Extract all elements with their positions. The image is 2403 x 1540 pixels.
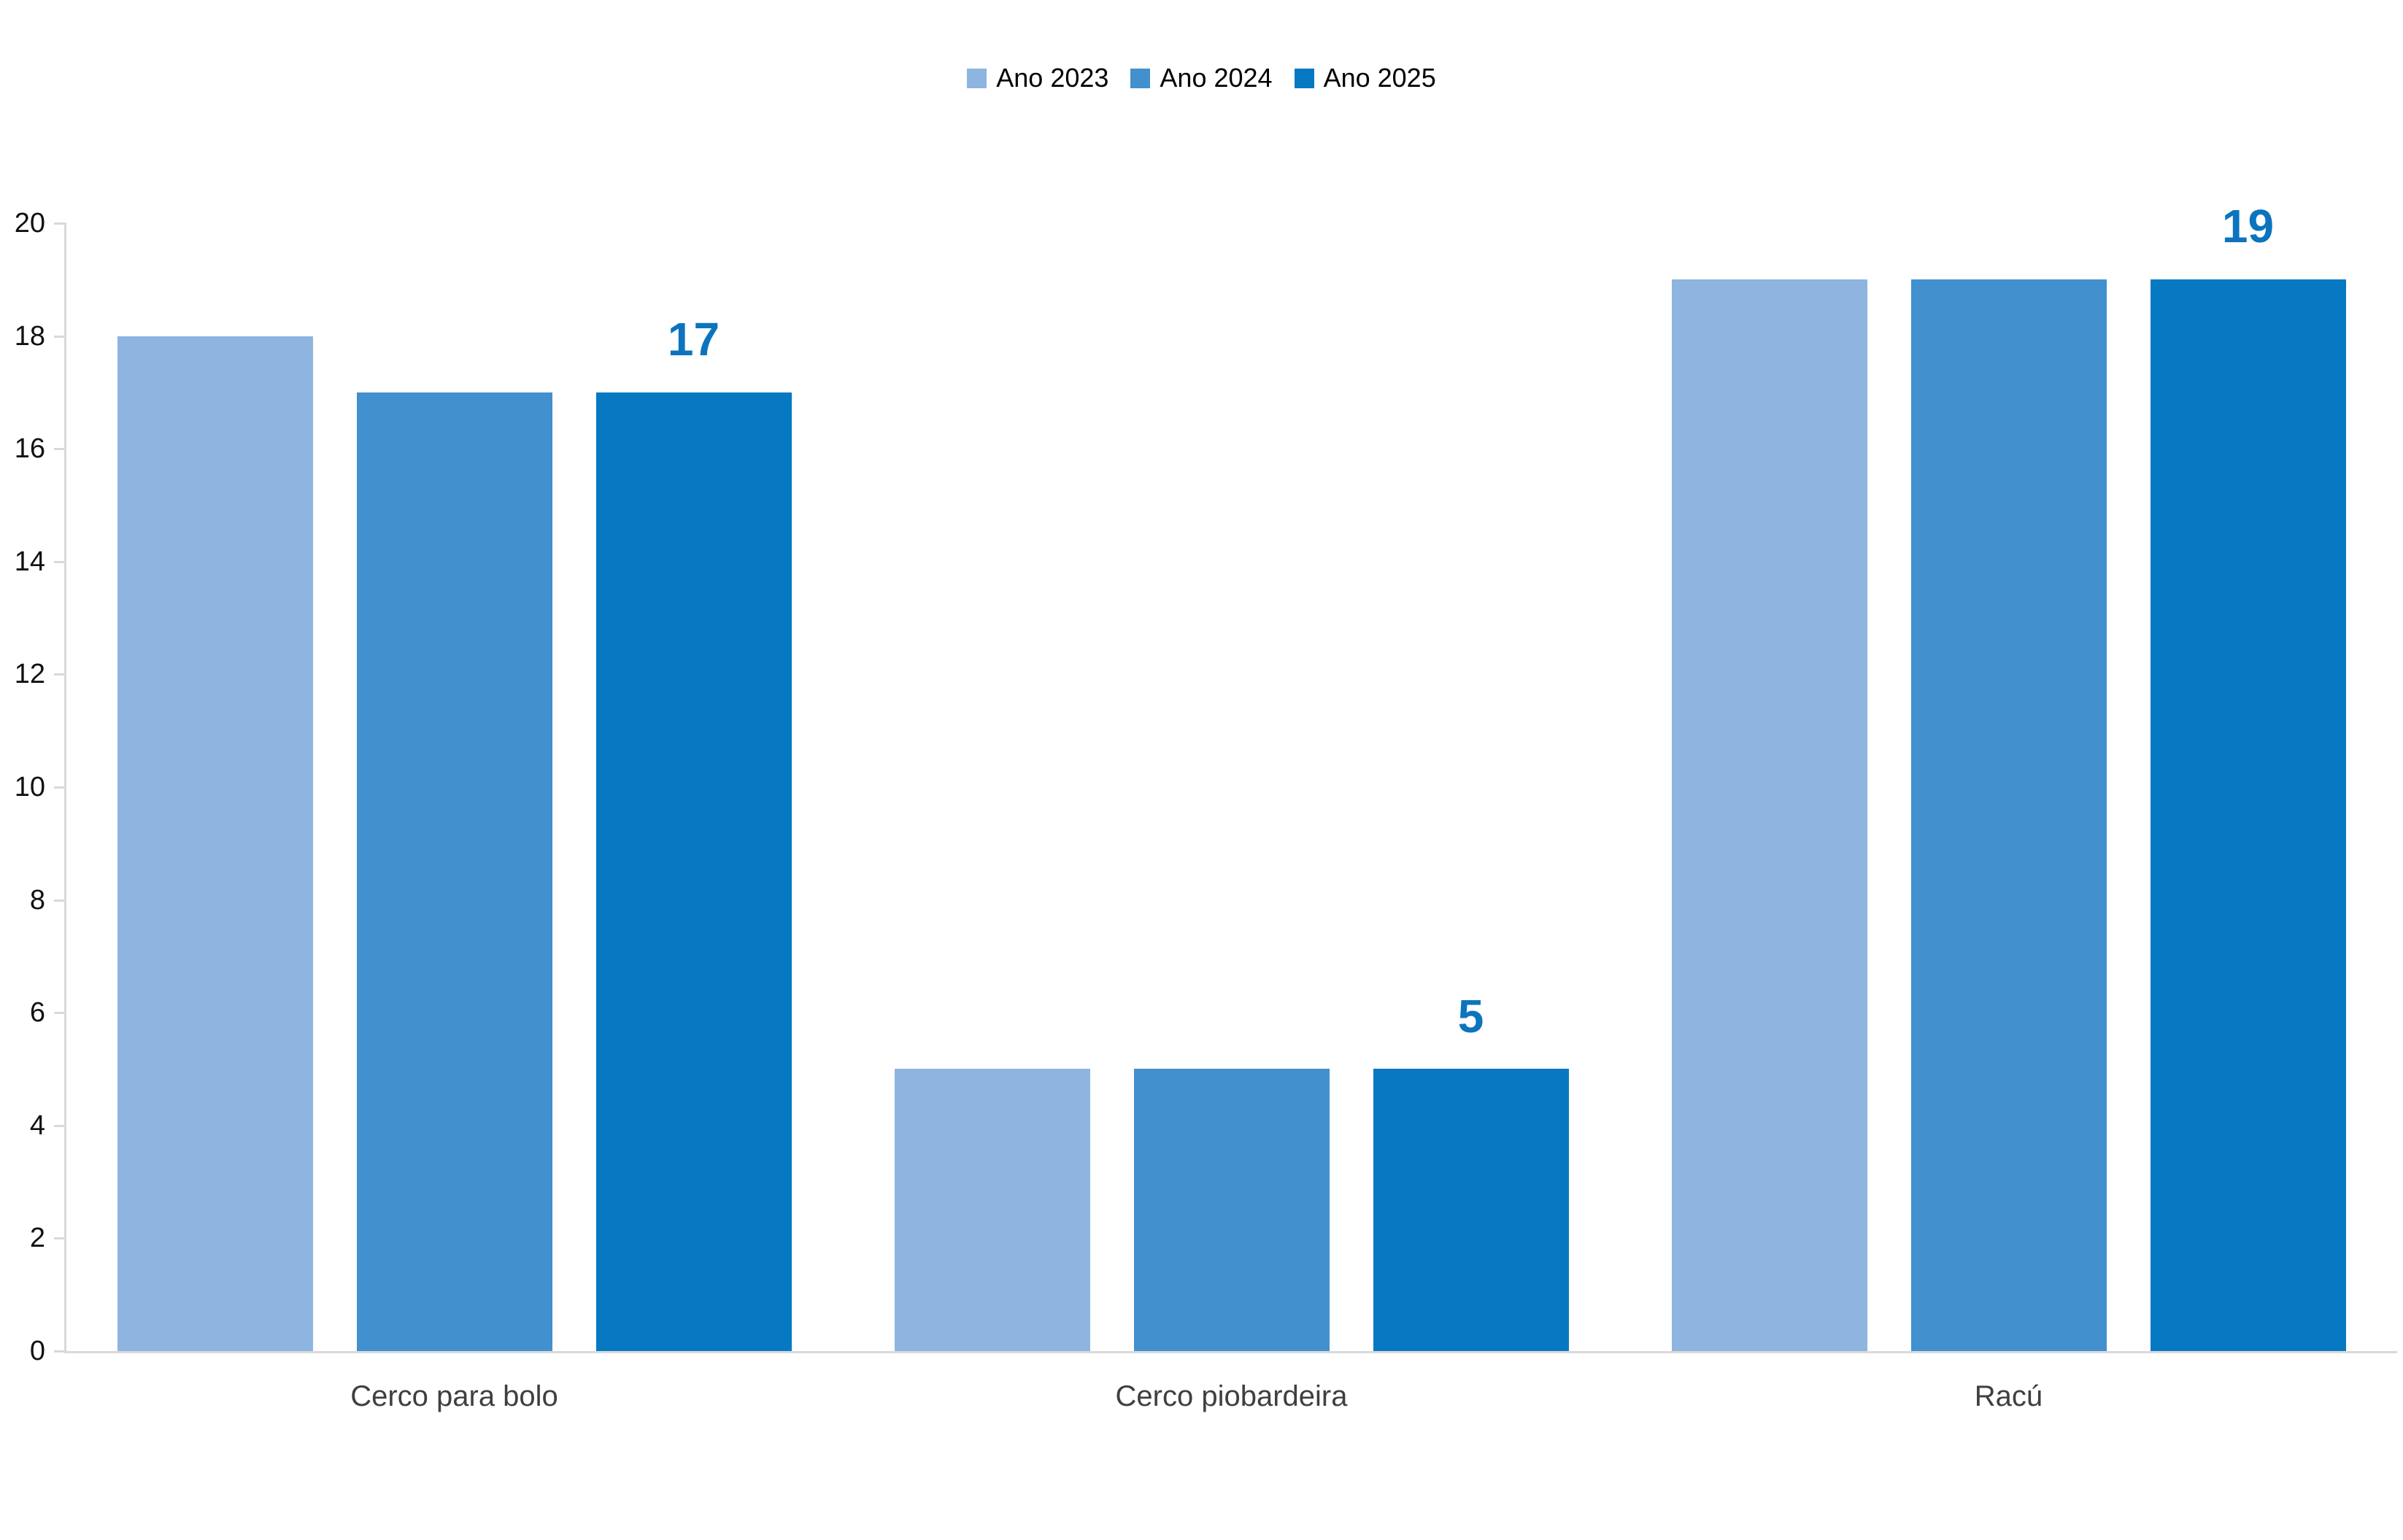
bar-value-label: 17 bbox=[667, 312, 720, 365]
legend-swatch bbox=[1130, 68, 1151, 88]
y-tick-mark bbox=[54, 448, 66, 451]
y-tick-label: 2 bbox=[29, 1223, 45, 1254]
legend-swatch bbox=[1294, 68, 1314, 88]
x-category-label: Racú bbox=[1974, 1380, 2043, 1412]
y-tick-label: 12 bbox=[14, 659, 45, 690]
y-tick-label: 10 bbox=[14, 772, 45, 802]
x-category-label: Cerco piobardeira bbox=[1115, 1380, 1348, 1412]
y-tick-label: 14 bbox=[14, 546, 45, 577]
y-tick-label: 4 bbox=[29, 1110, 45, 1141]
legend-label: Ano 2024 bbox=[1160, 63, 1273, 93]
chart-legend: Ano 2023 Ano 2024 Ano 2025 bbox=[0, 63, 2403, 93]
y-tick-mark bbox=[54, 223, 66, 225]
y-tick-mark bbox=[54, 673, 66, 676]
legend-label: Ano 2025 bbox=[1323, 63, 1436, 93]
y-tick-label: 18 bbox=[14, 320, 45, 352]
y-tick-mark bbox=[54, 1237, 66, 1240]
bar bbox=[1671, 279, 1867, 1351]
legend-item: Ano 2023 bbox=[967, 63, 1108, 93]
bar-value-label: 19 bbox=[2221, 200, 2275, 253]
legend-item: Ano 2024 bbox=[1130, 63, 1273, 93]
bar-group bbox=[894, 1069, 1569, 1351]
x-axis-line bbox=[64, 1351, 2397, 1353]
y-tick-label: 0 bbox=[29, 1336, 45, 1366]
bar bbox=[117, 336, 313, 1351]
x-category-label: Cerco para bolo bbox=[350, 1380, 558, 1412]
legend-label: Ano 2023 bbox=[996, 63, 1109, 93]
bar bbox=[894, 1069, 1090, 1351]
legend-item: Ano 2025 bbox=[1294, 63, 1436, 93]
y-tick-mark bbox=[54, 335, 66, 338]
y-tick-mark bbox=[54, 1350, 66, 1353]
y-tick-mark bbox=[54, 899, 66, 902]
bar bbox=[595, 392, 792, 1351]
bar-value-label: 5 bbox=[1457, 989, 1484, 1042]
y-axis-line bbox=[64, 223, 66, 1353]
y-tick-mark bbox=[54, 560, 66, 563]
y-tick-label: 20 bbox=[14, 208, 45, 239]
bar bbox=[356, 392, 552, 1351]
bar bbox=[1133, 1069, 1330, 1351]
bar bbox=[1910, 279, 2107, 1351]
y-tick-mark bbox=[54, 786, 66, 789]
bar bbox=[2150, 279, 2346, 1351]
bar-group bbox=[1671, 279, 2346, 1351]
y-tick-label: 16 bbox=[14, 433, 45, 465]
y-tick-mark bbox=[54, 1124, 66, 1127]
legend-swatch bbox=[967, 68, 987, 88]
bar-group bbox=[117, 336, 792, 1351]
y-tick-mark bbox=[54, 1012, 66, 1015]
y-tick-label: 6 bbox=[29, 997, 45, 1029]
bar bbox=[1373, 1069, 1569, 1351]
y-tick-label: 8 bbox=[29, 884, 45, 916]
